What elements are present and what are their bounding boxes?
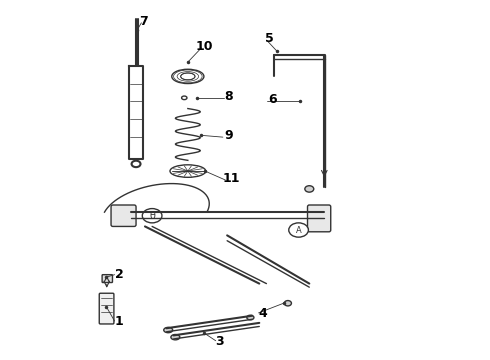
- FancyBboxPatch shape: [102, 275, 113, 283]
- Text: 2: 2: [115, 268, 123, 281]
- Text: 3: 3: [216, 335, 224, 348]
- Text: 1: 1: [115, 315, 123, 328]
- Text: 11: 11: [222, 172, 240, 185]
- Ellipse shape: [164, 327, 172, 333]
- Ellipse shape: [170, 165, 206, 177]
- Ellipse shape: [284, 301, 292, 306]
- Ellipse shape: [247, 315, 254, 320]
- Ellipse shape: [289, 223, 308, 237]
- Text: 5: 5: [265, 32, 274, 45]
- Text: 4: 4: [259, 307, 267, 320]
- Text: 6: 6: [269, 93, 277, 106]
- Text: 10: 10: [195, 40, 213, 53]
- FancyBboxPatch shape: [111, 205, 136, 226]
- Text: A: A: [295, 225, 301, 234]
- Text: 9: 9: [224, 129, 233, 142]
- Ellipse shape: [142, 208, 162, 223]
- Ellipse shape: [305, 186, 314, 192]
- Ellipse shape: [171, 334, 180, 340]
- FancyBboxPatch shape: [99, 293, 114, 324]
- FancyBboxPatch shape: [308, 205, 331, 232]
- Text: 7: 7: [139, 14, 147, 27]
- Text: θ: θ: [149, 211, 155, 221]
- Text: 8: 8: [224, 90, 233, 103]
